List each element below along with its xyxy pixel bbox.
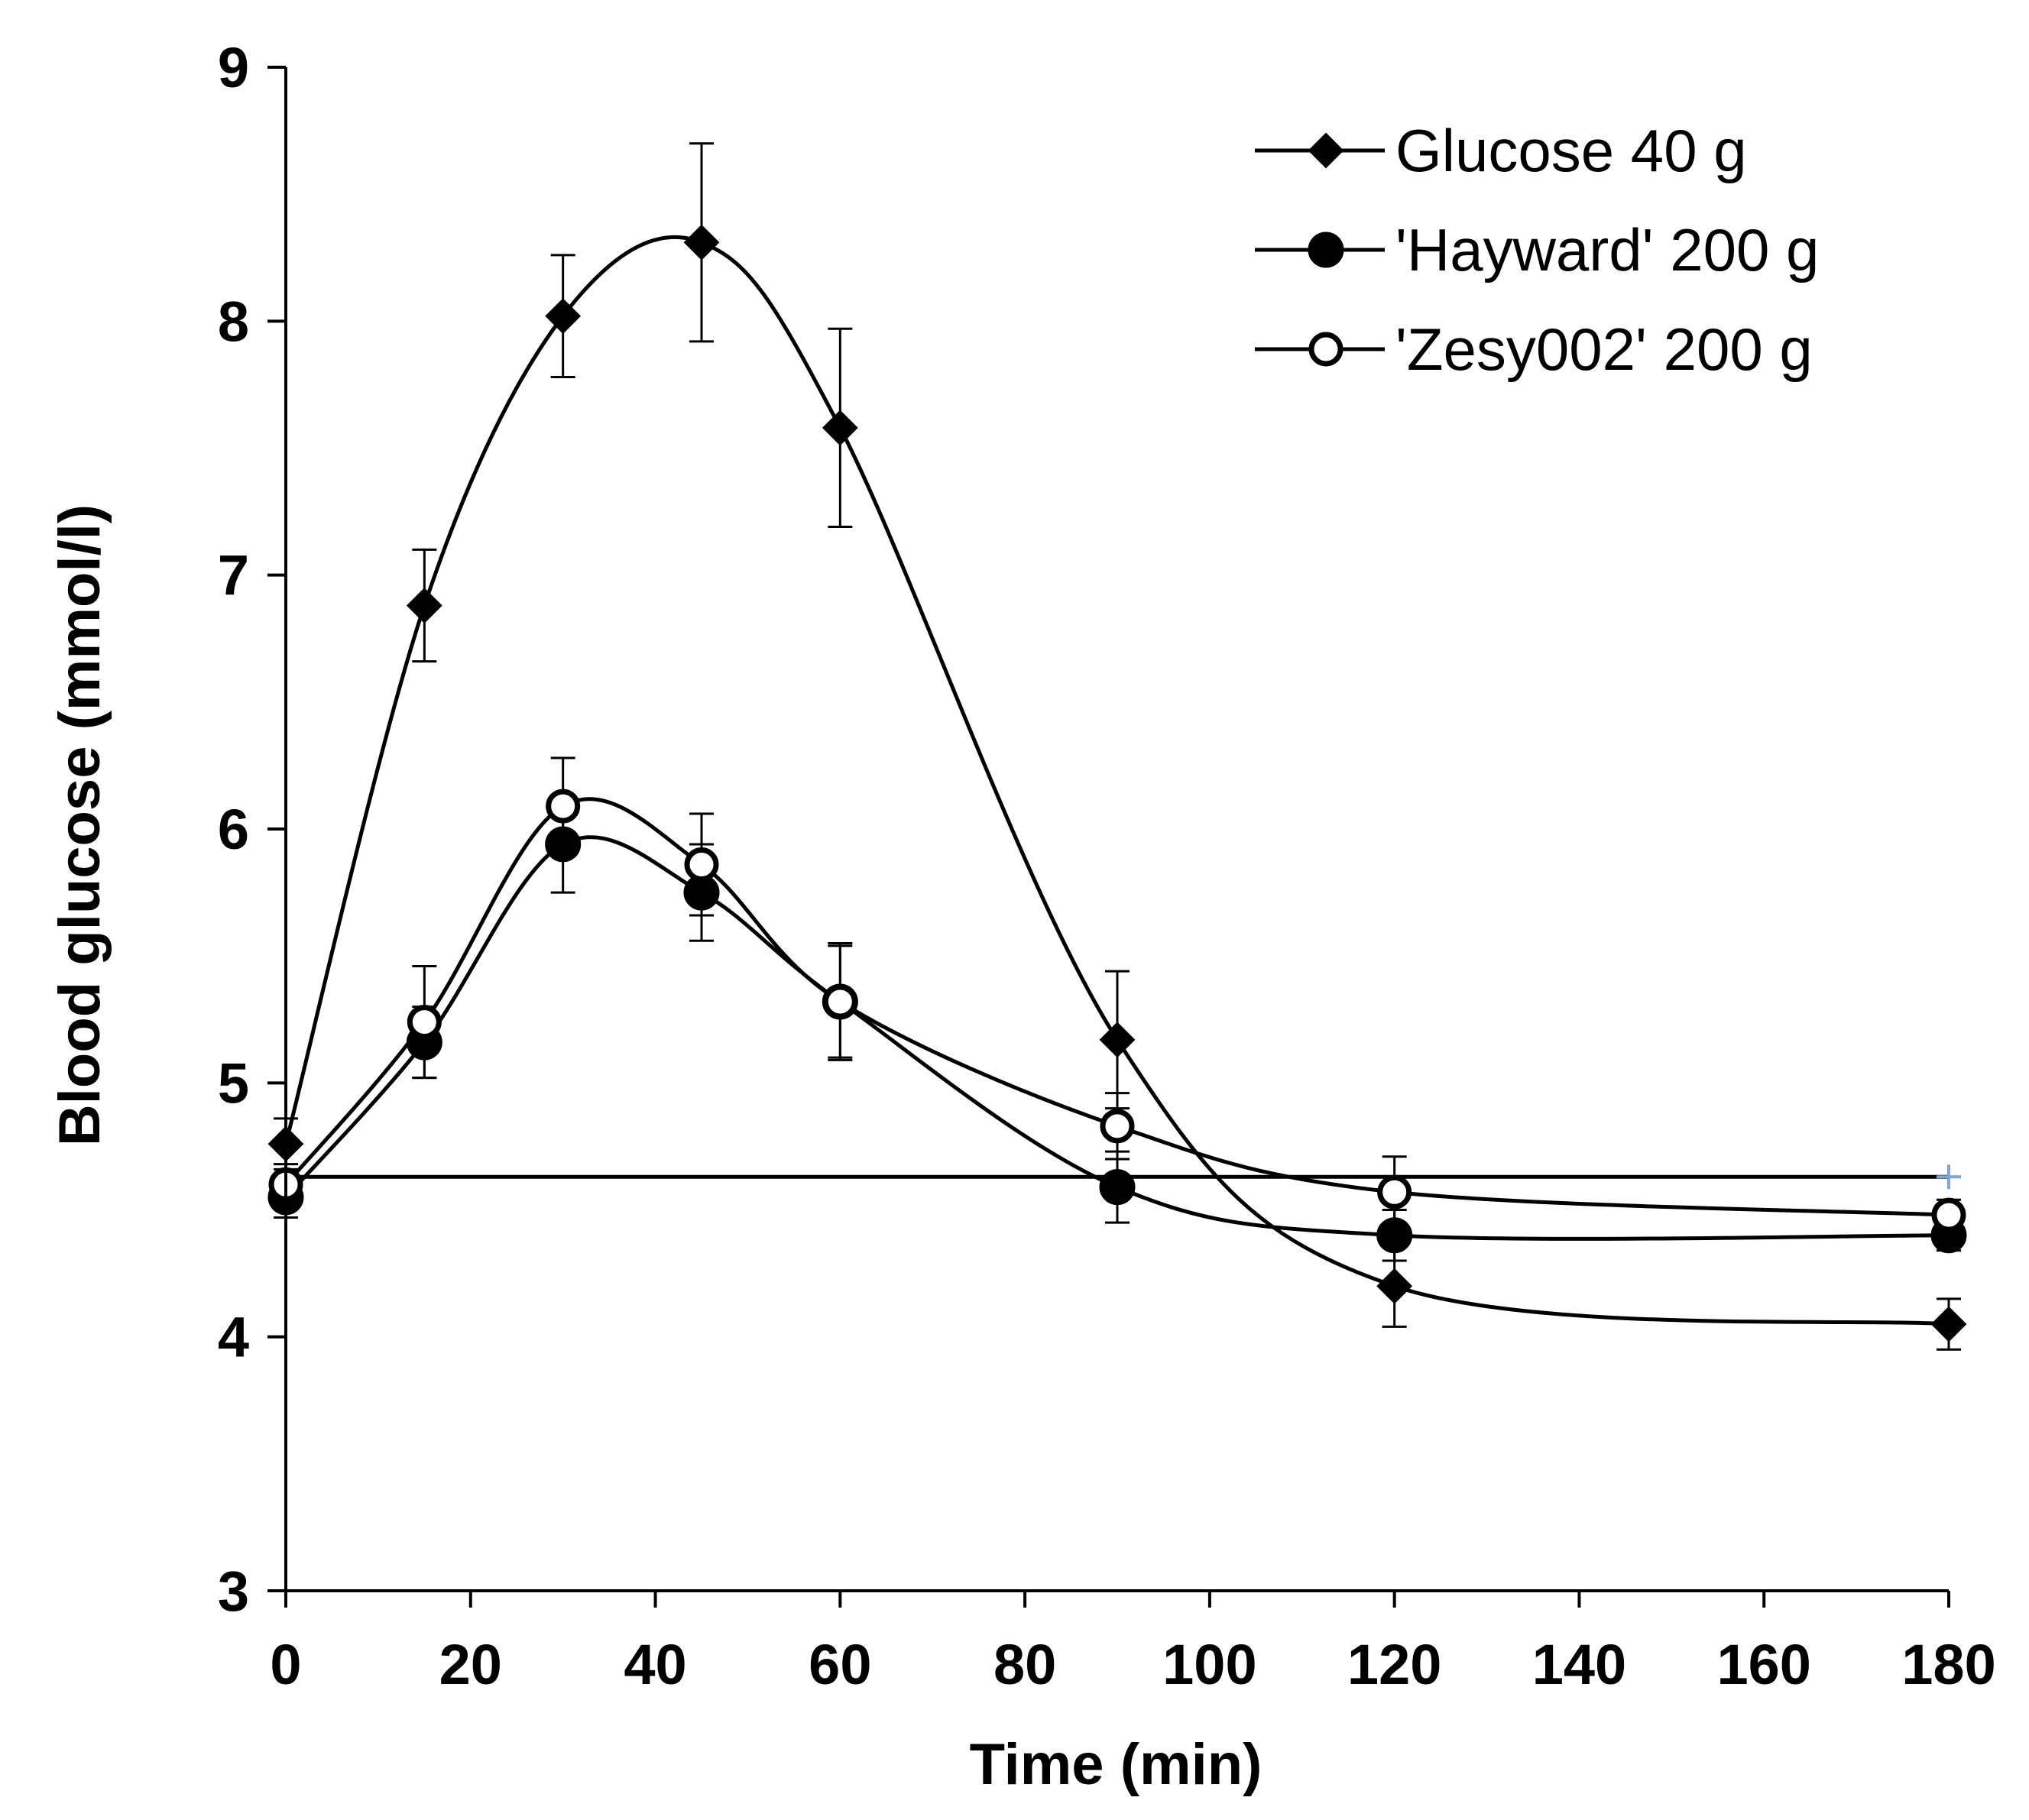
y-tick-label: 8 (218, 290, 249, 353)
legend-item-zesy002-200g: 'Zesy002' 200 g (1255, 316, 1813, 383)
y-tick-label: 3 (218, 1559, 249, 1623)
y-tick-label: 7 (218, 544, 249, 607)
data-point (1100, 1109, 1135, 1144)
x-tick-label: 80 (993, 1633, 1056, 1696)
legend-marker (1308, 232, 1344, 268)
x-tick-label: 40 (624, 1633, 686, 1696)
x-tick-label: 160 (1716, 1633, 1810, 1696)
x-tick-label: 180 (1901, 1633, 1995, 1696)
series-zesy002-200g (268, 756, 1966, 1232)
y-tick-label: 5 (218, 1051, 249, 1115)
y-tick-label: 4 (218, 1306, 249, 1369)
legend: Glucose 40 g 'Hayward' 200 g 'Zesy002' 200… (1255, 117, 1819, 383)
legend-item-glucose-40g: Glucose 40 g (1255, 117, 1747, 184)
x-tick-label: 120 (1347, 1633, 1441, 1696)
data-point (406, 588, 442, 623)
x-tick-label: 100 (1162, 1633, 1256, 1696)
plot-area (267, 142, 1967, 1351)
data-point (683, 224, 720, 261)
data-point (1099, 1169, 1136, 1206)
data-point (407, 1005, 442, 1040)
data-point (1377, 1174, 1412, 1210)
y-tick-label: 9 (218, 36, 249, 99)
legend-label: 'Hayward' 200 g (1395, 216, 1819, 283)
data-point (546, 789, 581, 824)
legend-item-hayward-200g: 'Hayward' 200 g (1255, 216, 1819, 283)
axes (284, 67, 1949, 1592)
legend-label: Glucose 40 g (1395, 117, 1747, 184)
data-point (1099, 1022, 1136, 1058)
data-point (822, 984, 857, 1019)
y-tick-label: 6 (218, 798, 249, 861)
x-tick-label: 60 (809, 1633, 871, 1696)
x-tick-label: 140 (1532, 1633, 1626, 1696)
x-tick-label: 0 (270, 1633, 301, 1696)
legend-marker (1308, 332, 1343, 367)
tick-marks: 3 4 5 6 7 8 9 0 20 40 60 80 100 120 140 160 180 (218, 36, 1996, 1696)
y-axis-title: Blood glucose (mmol/l) (47, 504, 112, 1146)
data-point (822, 410, 858, 446)
data-point (684, 847, 719, 882)
data-point (1376, 1268, 1413, 1304)
legend-marker (1308, 132, 1344, 169)
data-point (1931, 1197, 1966, 1232)
data-point (1930, 1306, 1967, 1342)
data-point (545, 298, 582, 335)
x-axis-title: Time (min) (970, 1732, 1262, 1797)
legend-label: 'Zesy002' 200 g (1395, 316, 1813, 383)
x-tick-label: 20 (439, 1633, 502, 1696)
baseline-plus-marker (1937, 1164, 1961, 1190)
